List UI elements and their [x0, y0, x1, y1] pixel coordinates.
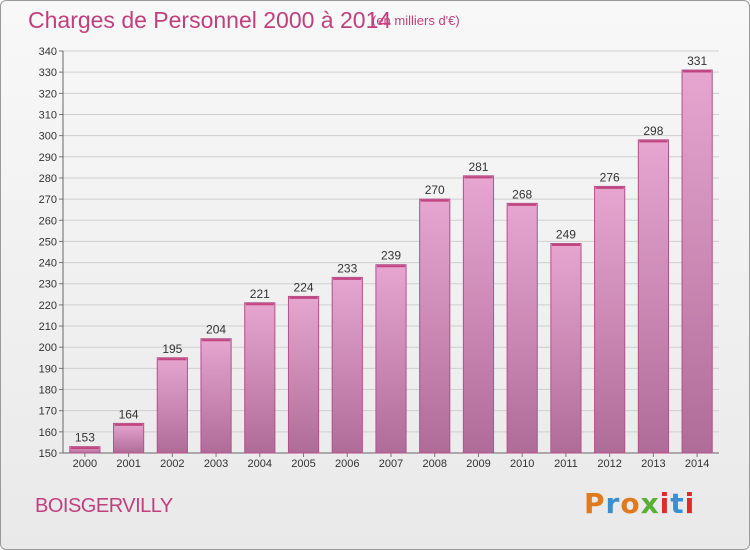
data-label: 204 [206, 323, 226, 337]
y-tick-label: 330 [39, 67, 57, 79]
y-tick-label: 310 [39, 109, 57, 121]
bar-2007 [375, 264, 407, 454]
chart-subtitle: (en milliers d'€) [372, 13, 460, 28]
bar-2008 [419, 198, 451, 454]
y-tick-label: 250 [39, 236, 57, 248]
x-tick-label: 2007 [379, 458, 403, 470]
bar-2012 [594, 185, 626, 454]
bar-2002 [156, 357, 188, 454]
data-label: 164 [119, 407, 139, 421]
bar-2004 [244, 302, 276, 454]
data-label: 153 [75, 431, 95, 445]
logo-letter: o [620, 487, 641, 520]
y-tick-label: 180 [39, 385, 57, 397]
data-label: 233 [337, 261, 357, 275]
data-label: 221 [250, 287, 270, 301]
x-tick-label: 2004 [248, 458, 272, 470]
x-tick-label: 2006 [335, 458, 359, 470]
data-label: 276 [600, 170, 620, 184]
data-label: 331 [687, 54, 707, 68]
x-tick-label: 2011 [554, 458, 578, 470]
x-tick-label: 2001 [116, 458, 140, 470]
bar-2013 [637, 139, 669, 454]
logo-letter: i [659, 487, 671, 520]
x-tick-label: 2009 [466, 458, 490, 470]
logo-letter: r [605, 487, 621, 520]
y-tick-label: 220 [39, 300, 57, 312]
x-tick-label: 2005 [291, 458, 315, 470]
logo-letter: P [584, 487, 606, 520]
bar-2009 [462, 175, 495, 454]
logo-letter: t [670, 487, 685, 520]
x-tick-label: 2013 [641, 458, 665, 470]
y-tick-label: 340 [39, 46, 57, 58]
y-tick-label: 150 [39, 448, 57, 460]
bar-2001 [113, 422, 145, 454]
proxiti-logo[interactable]: Proxiti [584, 487, 695, 520]
x-tick-label: 2008 [422, 458, 446, 470]
data-label: 298 [643, 124, 663, 138]
data-label: 268 [512, 187, 532, 201]
x-tick-label: 2014 [685, 458, 709, 470]
x-tick-label: 2010 [510, 458, 534, 470]
y-tick-label: 300 [39, 131, 57, 143]
y-tick-label: 290 [39, 152, 57, 164]
data-label: 195 [162, 342, 182, 356]
x-tick-label: 2012 [597, 458, 621, 470]
x-tick-label: 2002 [160, 458, 184, 470]
y-tick-label: 170 [39, 406, 57, 418]
bar-2005 [287, 295, 320, 454]
bar-2000 [69, 446, 101, 454]
y-tick-label: 190 [39, 363, 57, 375]
commune-name: BOISGERVILLY [35, 495, 173, 517]
bar-2006 [331, 276, 363, 454]
chart-title: Charges de Personnel 2000 à 2014 [28, 7, 392, 33]
axes: 150 160 170 180 190 200 210 220 230 240 250 260 270 2… [39, 46, 719, 470]
bar-2014 [681, 69, 713, 454]
bar-2010 [506, 202, 538, 454]
y-tick-label: 320 [39, 88, 57, 100]
y-tick-label: 230 [39, 279, 57, 291]
y-tick-label: 160 [39, 427, 57, 439]
data-label: 270 [425, 183, 445, 197]
y-tick-label: 210 [39, 321, 57, 333]
bars [69, 69, 713, 454]
logo-letter: x [640, 487, 660, 520]
x-tick-label: 2003 [204, 458, 228, 470]
y-tick-label: 280 [39, 173, 57, 185]
bar-2011 [550, 243, 582, 454]
data-label: 281 [468, 160, 488, 174]
data-label: 224 [294, 280, 314, 294]
data-labels: 153 164 195 204 221 224 233 239 270 281 268 249 276 2… [75, 54, 708, 445]
y-tick-label: 260 [39, 215, 57, 227]
data-label: 249 [556, 228, 576, 242]
y-tick-label: 240 [39, 258, 57, 270]
y-tick-label: 200 [39, 342, 57, 354]
y-tick-label: 270 [39, 194, 57, 206]
x-tick-label: 2000 [73, 458, 97, 470]
logo-letter: i [684, 487, 696, 520]
data-label: 239 [381, 249, 401, 263]
bar-2003 [200, 338, 232, 454]
